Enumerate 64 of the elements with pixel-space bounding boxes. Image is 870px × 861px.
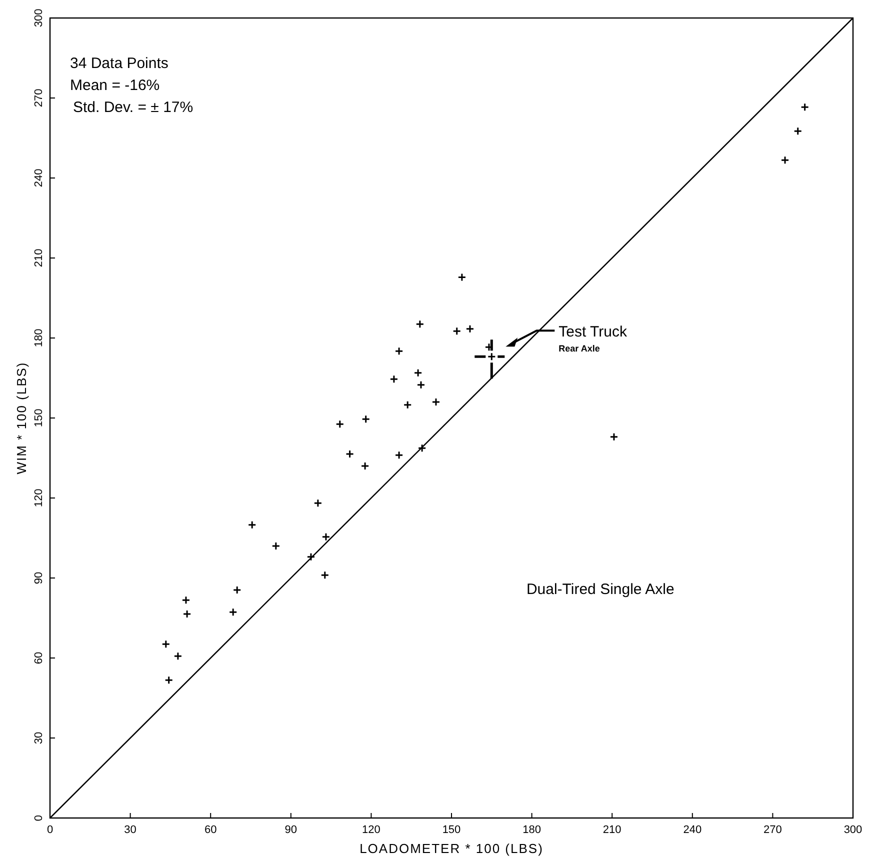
- x-tick-label: 300: [844, 824, 862, 836]
- point: [432, 398, 440, 406]
- y-tick-label: 240: [33, 168, 45, 188]
- point: [174, 652, 182, 660]
- y-tick-label: 90: [33, 572, 45, 584]
- point: [780, 156, 790, 164]
- annotation: Std. Dev. = ± 17%: [73, 99, 194, 116]
- y-tick-label: 60: [33, 652, 45, 664]
- x-tick-label: 270: [764, 824, 782, 836]
- y-tick-label: 30: [33, 732, 45, 744]
- point: [390, 374, 398, 384]
- point: [466, 324, 474, 334]
- point: [403, 400, 412, 410]
- point: [322, 532, 330, 542]
- point: [346, 450, 354, 458]
- y-tick-label: 300: [33, 8, 45, 28]
- point: [162, 640, 170, 648]
- point: [336, 420, 344, 428]
- y-tick-label: 120: [33, 488, 45, 508]
- x-tick-label: 210: [602, 824, 622, 836]
- y-tick-label: 270: [33, 88, 45, 108]
- point: [487, 352, 496, 361]
- x-tick-label: 90: [284, 824, 298, 836]
- point: [248, 520, 256, 530]
- x-tick-label: 180: [522, 824, 541, 836]
- point: [182, 596, 190, 604]
- point: [362, 414, 370, 424]
- annotation: Dual-Tired Single Axle: [526, 581, 674, 598]
- point: [394, 346, 404, 356]
- x-tick-label: 150: [442, 824, 461, 836]
- point: [272, 542, 280, 550]
- point: [416, 380, 426, 390]
- y-tick-label: 210: [33, 248, 45, 268]
- x-tick-label: 240: [683, 824, 702, 836]
- point: [418, 444, 426, 452]
- point: [306, 552, 316, 562]
- point: [458, 272, 466, 282]
- x-axis-title: LOADOMETER * 100 (LBS): [360, 841, 544, 856]
- x-tick-label: 30: [124, 824, 136, 836]
- point: [232, 586, 242, 594]
- annotation: Test Truck: [558, 324, 628, 341]
- point: [794, 126, 802, 136]
- point: [800, 102, 810, 112]
- point: [360, 462, 370, 470]
- annotation: Mean = -16%: [70, 77, 160, 94]
- y-tick-label: 150: [33, 408, 45, 428]
- point: [182, 610, 192, 618]
- point: [414, 368, 422, 378]
- point: [320, 570, 330, 580]
- point: [610, 432, 618, 442]
- x-tick-label: 60: [204, 824, 217, 836]
- x-tick-label: 120: [362, 824, 380, 836]
- point: [314, 498, 322, 508]
- point: [394, 450, 404, 460]
- point: [164, 676, 174, 684]
- annotation: Rear Axle: [558, 344, 600, 354]
- x-tick-label: 0: [46, 824, 54, 836]
- point: [416, 320, 424, 328]
- y-tick-label: 180: [33, 328, 45, 348]
- y-tick-label: 0: [33, 814, 45, 822]
- point: [452, 326, 462, 336]
- y-axis-title: WIM * 100 (LBS): [14, 362, 29, 474]
- annotation: 34 Data Points: [70, 55, 168, 72]
- point: [228, 608, 238, 616]
